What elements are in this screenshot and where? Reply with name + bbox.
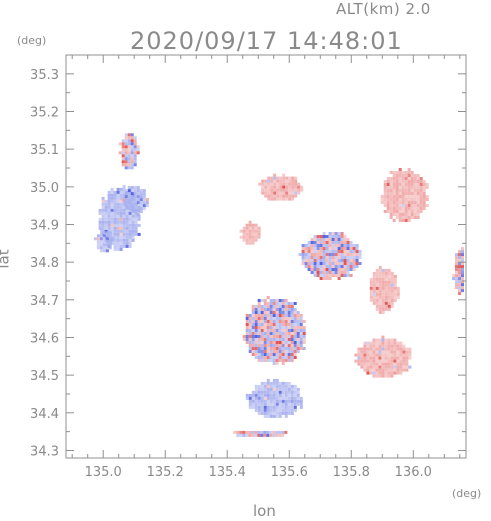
echo-region — [258, 173, 304, 201]
axis-ticks — [66, 54, 466, 458]
reflectivity-field — [93, 133, 464, 437]
y-tick-label: 34.5 — [30, 369, 59, 384]
y-tick-label: 34.7 — [30, 294, 59, 309]
altitude-label: ALT(km) 2.0 — [336, 0, 431, 18]
y-tick-label: 35.2 — [30, 105, 59, 120]
tick-labels: 135.0 135.2 135.4 135.6 135.8 136.0 34.3 34.4 34… — [30, 68, 432, 480]
y-tick-label: 35.1 — [30, 143, 59, 158]
y-tick-label: 34.4 — [30, 407, 59, 422]
echo-region — [380, 168, 429, 222]
echo-region — [242, 296, 306, 365]
echo-region — [298, 232, 362, 280]
y-tick-label: 35.0 — [30, 181, 59, 196]
y-tick-label: 34.3 — [30, 444, 59, 459]
x-tick-label: 135.8 — [333, 465, 370, 480]
echo-region — [118, 133, 140, 170]
x-axis-unit: (deg) — [452, 487, 482, 500]
datetime-title: 2020/09/17 14:48:01 — [130, 27, 403, 55]
y-tick-label: 35.3 — [30, 68, 59, 83]
x-tick-label: 135.6 — [271, 465, 308, 480]
y-tick-label: 34.9 — [30, 218, 59, 233]
echo-region — [121, 186, 149, 217]
x-tick-label: 136.0 — [395, 465, 432, 480]
echo-region — [452, 247, 464, 296]
y-tick-label: 34.6 — [30, 331, 59, 346]
x-tick-label: 135.2 — [147, 465, 184, 480]
echo-region — [354, 335, 412, 378]
echo-region — [93, 228, 115, 253]
echo-region — [369, 265, 400, 314]
x-tick-label: 135.4 — [209, 465, 246, 480]
plot-frame — [65, 54, 467, 459]
echo-region — [245, 378, 303, 418]
echo-region — [233, 430, 288, 437]
y-axis-unit: (deg) — [17, 34, 47, 47]
echo-region — [239, 220, 261, 245]
x-axis-label: lon — [253, 502, 276, 520]
y-tick-label: 34.8 — [30, 256, 59, 271]
x-tick-label: 135.0 — [85, 465, 122, 480]
